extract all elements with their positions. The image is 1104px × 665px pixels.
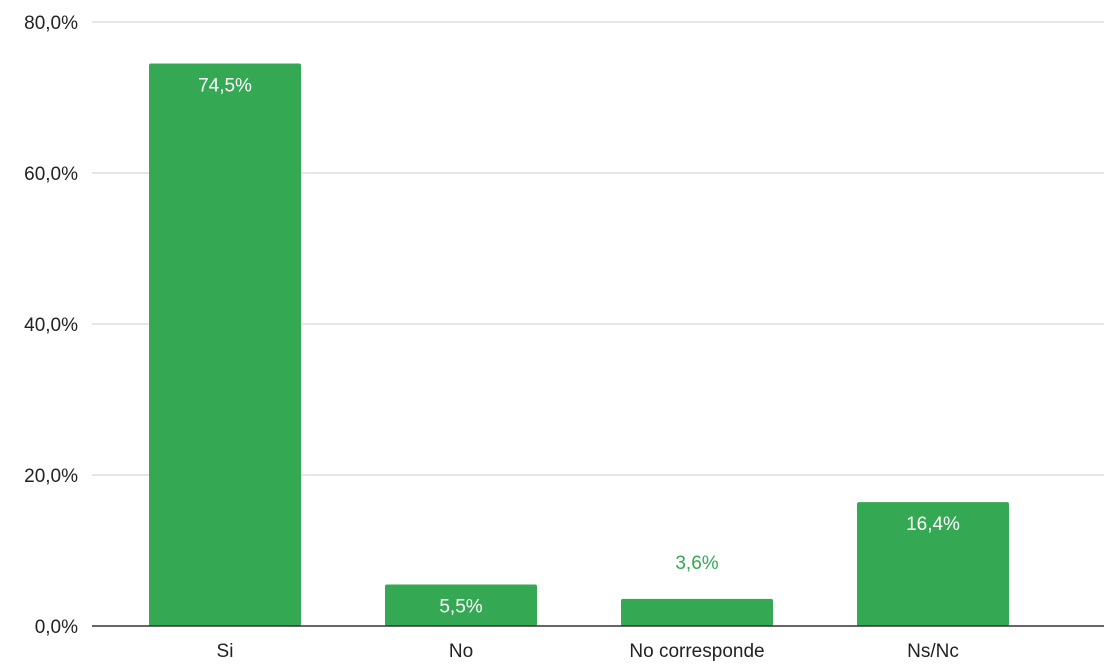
bar-ns-nc — [857, 502, 1009, 626]
y-tick-label: 80,0% — [24, 13, 78, 34]
data-label: 16,4% — [906, 514, 960, 535]
y-tick-label: 40,0% — [24, 315, 78, 336]
y-tick-label: 60,0% — [24, 164, 78, 185]
bar-no-corresponde — [621, 598, 773, 626]
bar-no — [385, 584, 537, 626]
x-axis: Si No No corresponde Ns/Nc — [217, 641, 959, 662]
data-labels: 74,5% 5,5% 3,6% 16,4% — [198, 76, 960, 618]
bars — [149, 63, 1009, 626]
data-label: 5,5% — [439, 596, 482, 617]
x-category-label: No — [449, 641, 473, 662]
y-axis: 0,0% 20,0% 40,0% 60,0% 80,0% — [24, 13, 78, 638]
bar-si — [149, 63, 301, 626]
x-category-label: No corresponde — [629, 641, 764, 662]
y-tick-label: 0,0% — [35, 617, 78, 638]
x-category-label: Si — [217, 641, 234, 662]
data-label: 3,6% — [675, 553, 718, 574]
y-tick-label: 20,0% — [24, 466, 78, 487]
x-category-label: Ns/Nc — [907, 641, 959, 662]
data-label: 74,5% — [198, 76, 252, 97]
